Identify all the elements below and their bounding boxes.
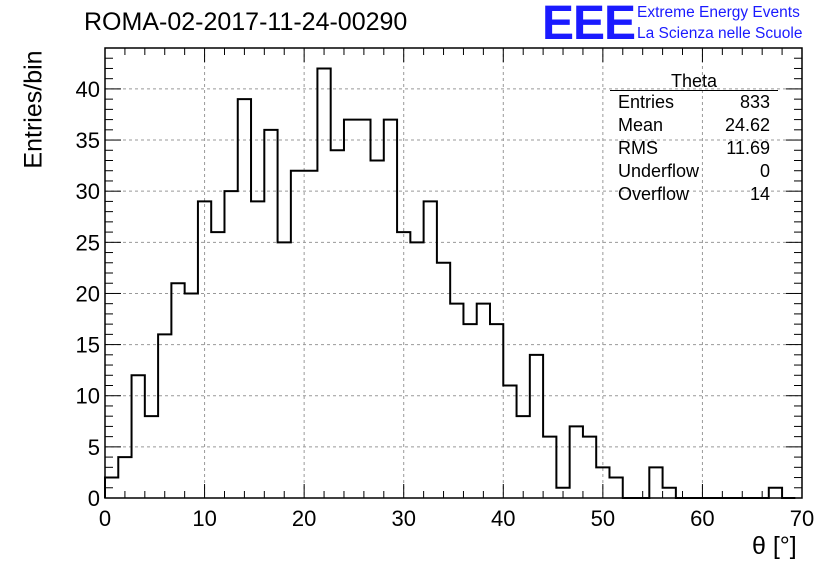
x-tick-label: 50 (591, 506, 615, 531)
y-tick-label: 30 (76, 179, 100, 204)
axis-ticks (104, 47, 803, 499)
stats-label: Mean (618, 115, 664, 135)
stats-box: Theta Entries 833 Mean 24.62 RMS 11.69 U… (610, 72, 778, 206)
grid-lines (105, 48, 802, 498)
y-tick-label: 35 (76, 128, 100, 153)
stats-value: 0 (759, 161, 770, 181)
x-tick-label: 40 (491, 506, 515, 531)
stats-row: Mean 24.62 (610, 114, 778, 137)
x-tick-label: 30 (391, 506, 415, 531)
y-tick-label: 10 (76, 384, 100, 409)
x-tick-labels: 0 10 20 30 40 50 60 70 (99, 506, 814, 531)
y-axis-label: Entries/bin (19, 50, 48, 169)
logo-line-1: Extreme Energy Events (637, 4, 800, 21)
stats-row: Entries 833 (610, 91, 778, 114)
y-tick-label: 15 (76, 333, 100, 358)
stats-label: Underflow (618, 161, 700, 181)
histogram-outline (104, 67, 796, 499)
stats-label: Overflow (618, 184, 690, 204)
stats-row: RMS 11.69 (610, 137, 778, 160)
stats-box-title: Theta (610, 72, 778, 91)
stats-value: 833 (739, 92, 770, 112)
y-tick-label: 20 (76, 281, 100, 306)
x-tick-label: 20 (292, 506, 316, 531)
y-tick-label: 25 (76, 230, 100, 255)
stats-label: RMS (618, 138, 658, 158)
x-tick-label: 70 (790, 506, 814, 531)
logo-line-2: La Scienza nelle Scuole (637, 25, 803, 42)
x-tick-label: 10 (192, 506, 216, 531)
stats-value: 24.62 (724, 115, 770, 135)
eee-logo: EEE (542, 0, 636, 50)
y-tick-label: 40 (76, 77, 100, 102)
y-tick-labels: 0 5 10 15 20 25 30 35 40 (76, 77, 100, 511)
x-tick-label: 60 (690, 506, 714, 531)
stats-row: Overflow 14 (610, 183, 778, 206)
x-tick-label: 0 (99, 506, 111, 531)
stats-value: 11.69 (726, 138, 770, 158)
chart-title: ROMA-02-2017-11-24-00290 (84, 8, 408, 36)
stats-value: 14 (749, 184, 770, 204)
stats-label: Entries (618, 92, 675, 112)
stats-row: Underflow 0 (610, 160, 778, 183)
y-tick-label: 0 (88, 486, 100, 511)
y-tick-label: 5 (88, 435, 100, 460)
x-axis-label: θ [°] (752, 532, 797, 560)
